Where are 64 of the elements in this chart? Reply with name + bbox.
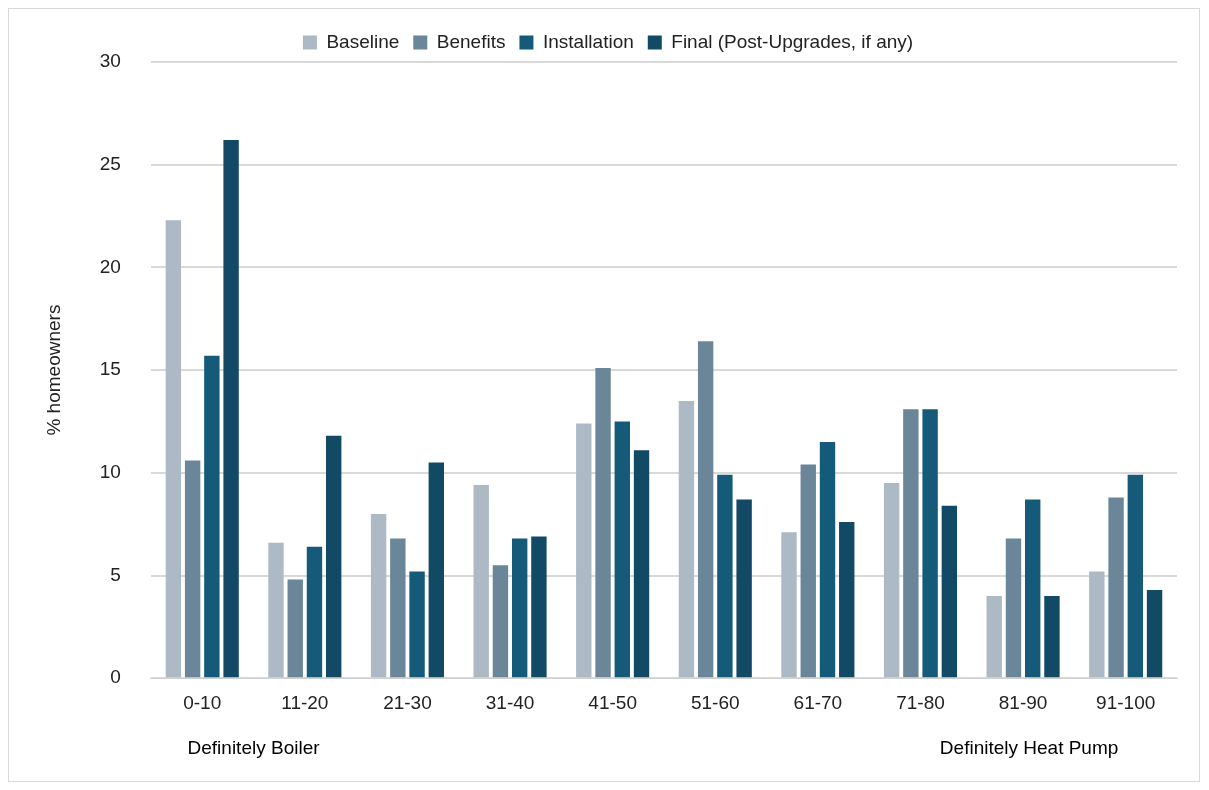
bar [1108,497,1124,678]
x-tick-label: 71-80 [896,691,945,713]
bar [531,536,547,678]
bar [800,464,816,678]
bar [678,400,695,678]
bar [941,505,958,678]
x-tick-label: 51-60 [690,691,740,713]
y-tick-label: 25 [99,152,121,174]
legend-label: Installation [542,30,634,52]
bar [268,542,284,678]
bar [1127,474,1144,678]
bar [839,522,855,678]
bar [697,341,714,678]
x-tick-label: 61-70 [793,691,843,713]
bar [1025,499,1041,678]
bar [1044,596,1060,678]
bar [326,435,342,678]
x-tick-label: 0-10 [183,691,222,713]
bar [576,423,592,678]
bar [409,571,425,678]
bar [306,546,323,678]
x-tick-label: 81-90 [998,691,1048,713]
x-tick-label: 11-20 [281,691,329,713]
bar [492,565,509,678]
text: Definitely Boiler [187,737,321,759]
x-tick-label: 91-100 [1096,691,1156,713]
x-tick-label: 41-50 [588,691,637,713]
bar [986,596,1002,678]
bar [428,462,444,678]
bar [287,579,303,678]
legend-label: Final (Post-Upgrades, if any) [671,30,914,52]
y-tick-label: 20 [99,255,121,277]
bar [223,140,239,678]
y-tick-label: 5 [110,563,121,585]
legend-label: Baseline [326,30,400,52]
y-tick-label: 30 [99,50,121,72]
bar [781,532,797,678]
y-tick-label: 15 [99,358,121,380]
bar [903,409,919,678]
bar [511,538,528,678]
bar [204,355,220,678]
bar [614,421,630,678]
legend-label: Benefits [436,30,506,52]
x-tick-label: 31-40 [485,691,535,713]
bar [184,460,201,678]
y-tick-label: 0 [110,666,121,688]
bar [1146,589,1163,678]
bar [370,513,387,678]
bar [473,485,489,678]
bar [717,474,733,678]
bar [883,483,900,678]
y-axis-title: % homeowners [42,304,64,436]
bar [633,450,650,678]
bar [1089,571,1105,678]
bar [1005,538,1022,678]
text: Definitely Heat Pump [939,737,1119,759]
bar [922,409,938,678]
x-tick-label: 21-30 [383,691,432,713]
bar [390,538,406,678]
bar [819,441,836,678]
y-tick-label: 10 [99,461,121,483]
bar [595,368,611,678]
bar [165,220,182,678]
bar [736,499,752,678]
